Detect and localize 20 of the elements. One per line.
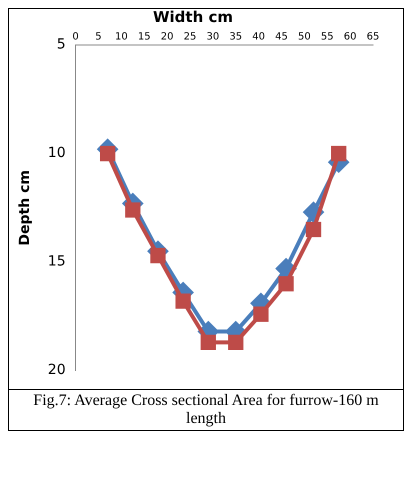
x-tick-label: 10 (115, 32, 128, 43)
y-axis-title: Depth cm (17, 170, 34, 246)
x-tick-label: 15 (138, 32, 151, 43)
x-tick-label: 45 (275, 32, 288, 43)
y-tick-label: 10 (48, 145, 66, 162)
y-tick-label: 15 (48, 254, 66, 270)
x-tick-label: 65 (366, 32, 380, 43)
x-tick-label: 25 (184, 32, 196, 43)
x-tick-label: 20 (160, 32, 174, 43)
x-tick-label: 5 (95, 32, 102, 43)
chart-title: Width cm (152, 8, 234, 26)
y-tick-label: 20 (48, 362, 66, 378)
x-tick-label: 55 (320, 32, 334, 43)
x-tick-label: 30 (206, 32, 220, 43)
x-tick-label: 60 (344, 32, 356, 43)
caption: Fig.7: Average Cross sectional Area for furrow-160 m length (9, 389, 403, 430)
x-tick-label: 0 (72, 32, 79, 43)
x-tick-label: 40 (252, 32, 265, 43)
x-tick-label: 50 (298, 32, 311, 43)
x-tick-label: 35 (229, 32, 242, 43)
